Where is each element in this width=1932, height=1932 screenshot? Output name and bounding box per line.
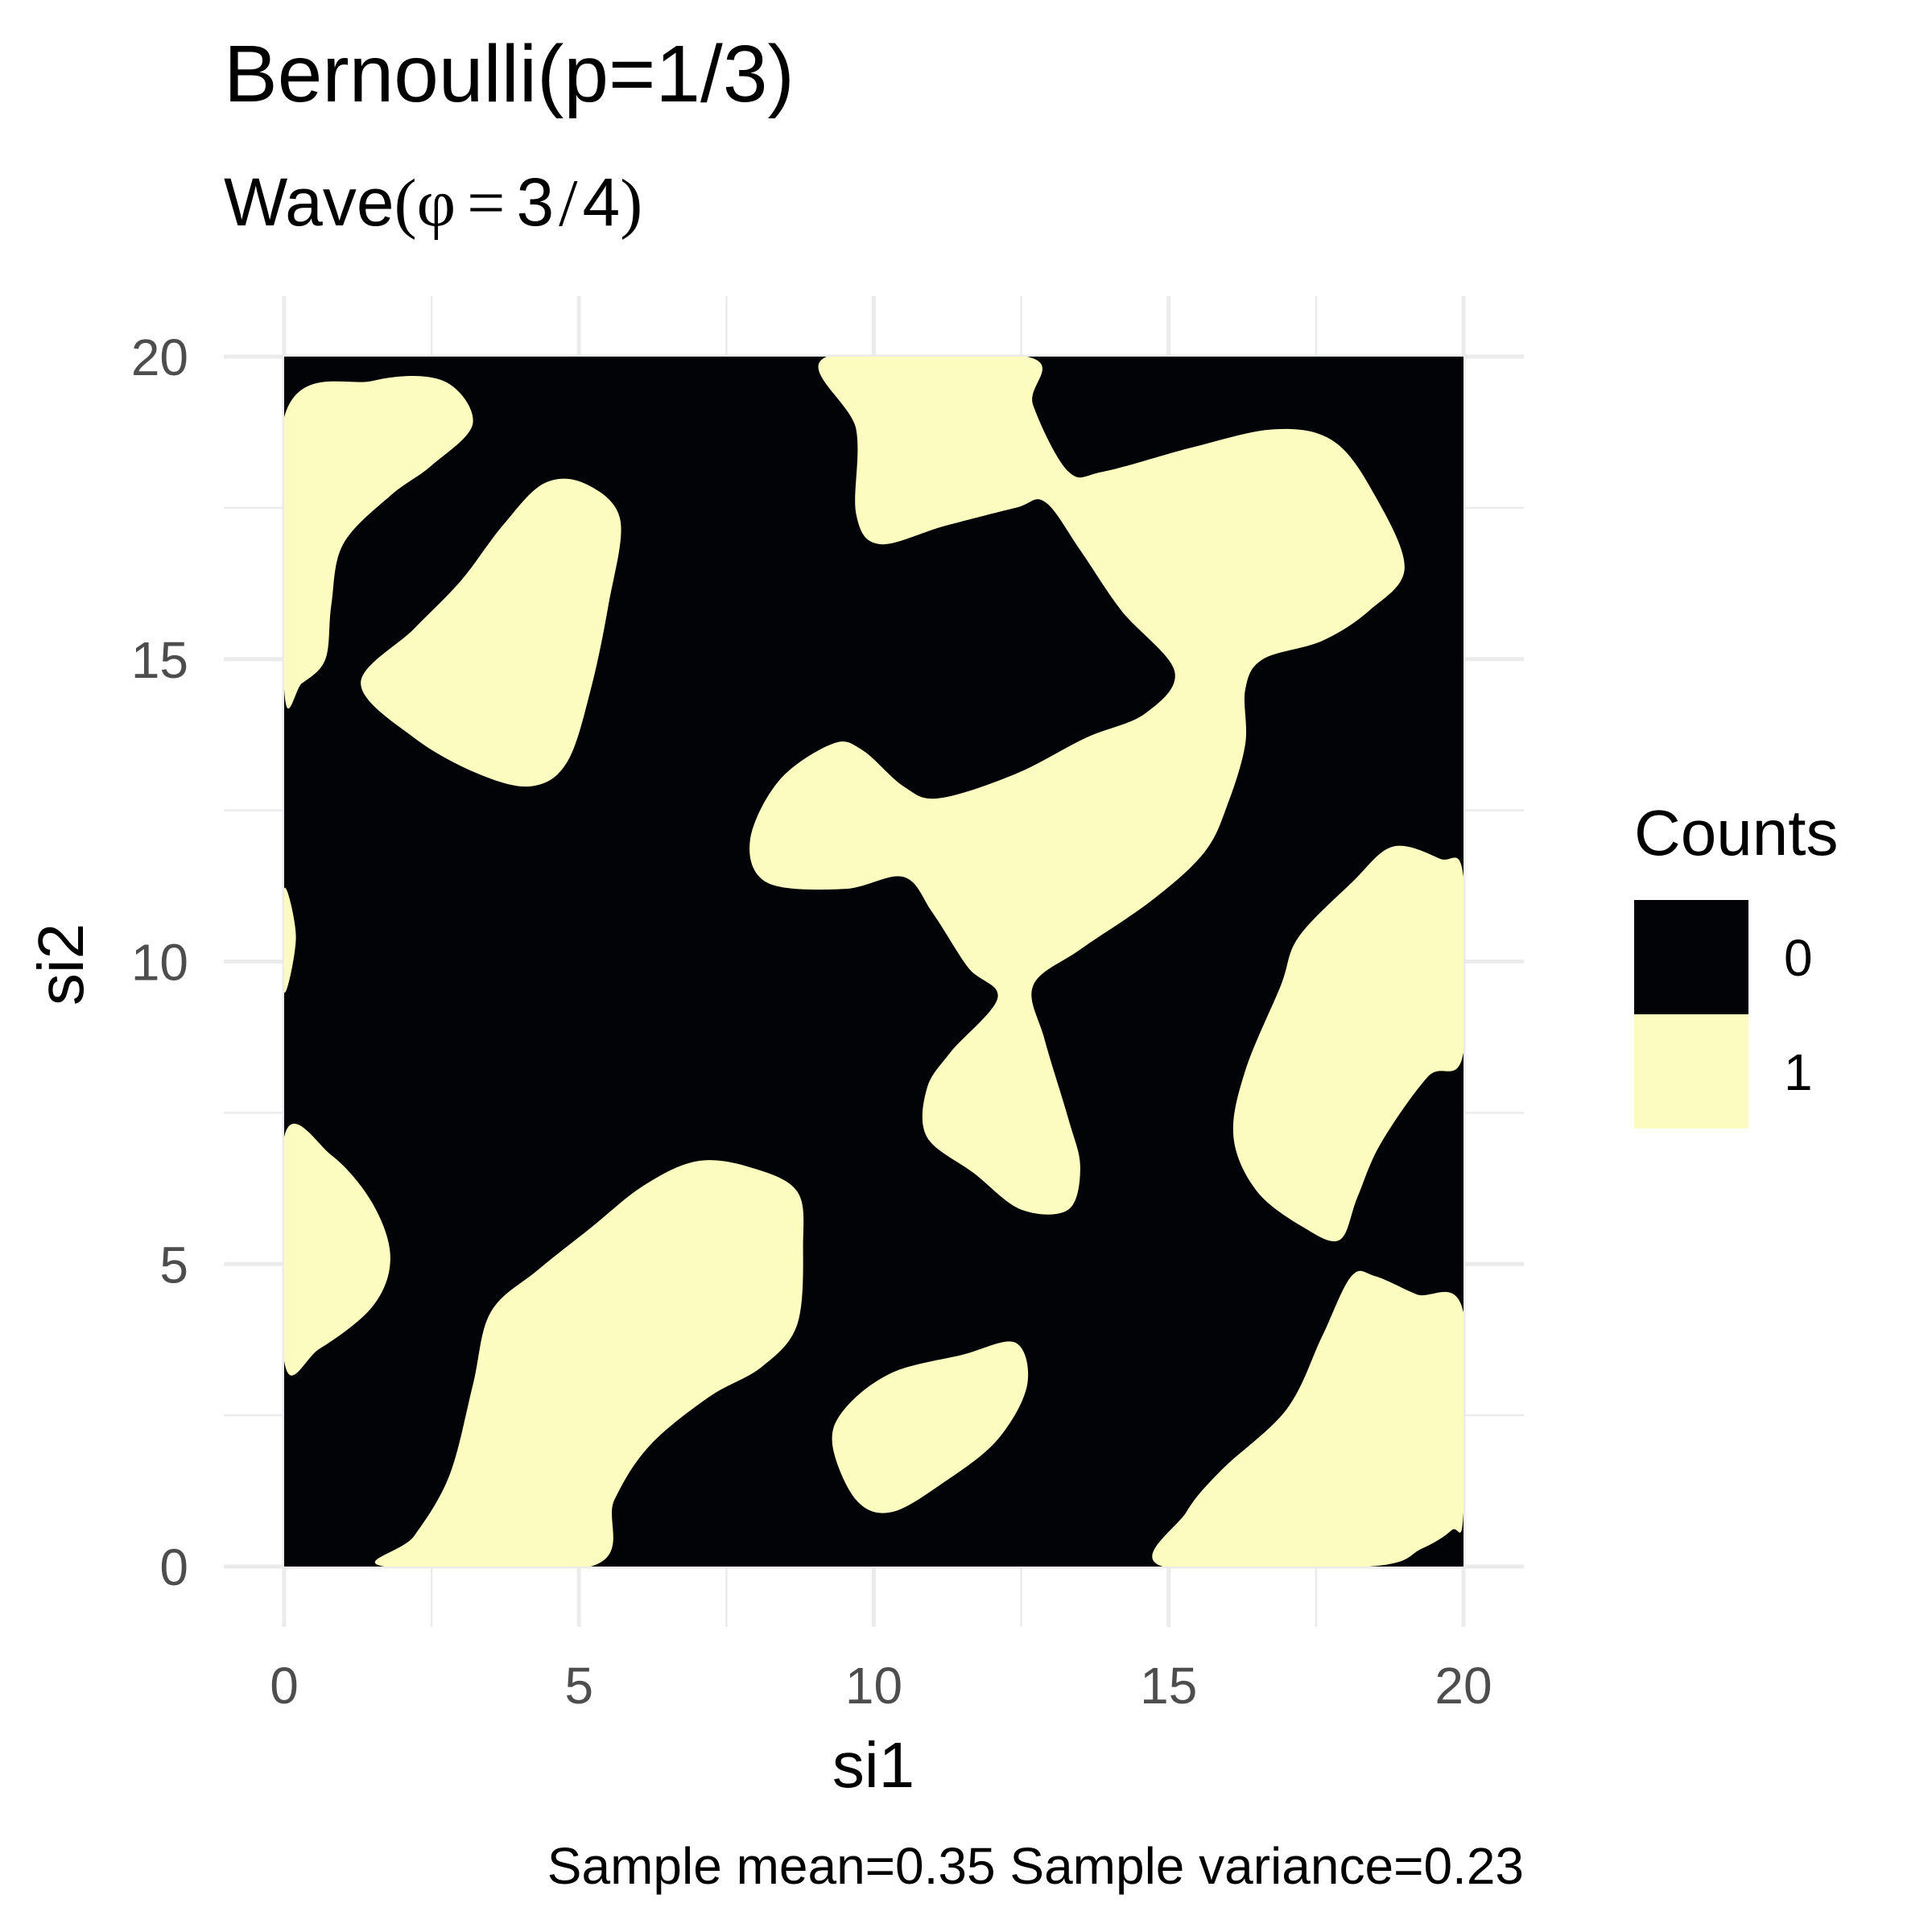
legend-title: Counts bbox=[1634, 797, 1838, 869]
subtitle-equals: = bbox=[467, 166, 505, 241]
y-tick-label: 20 bbox=[131, 328, 188, 386]
legend-label-1: 1 bbox=[1784, 1043, 1813, 1101]
chart-title: Bernoulli(p=1/3) bbox=[224, 29, 795, 119]
subtitle-phi: φ bbox=[417, 166, 456, 241]
heatmap-region-1 bbox=[284, 887, 296, 993]
x-tick-label: 0 bbox=[270, 1657, 299, 1715]
y-axis-title: si2 bbox=[25, 923, 97, 1005]
heatmap-region-1 bbox=[374, 1160, 804, 1567]
legend-key-0 bbox=[1634, 900, 1748, 1014]
subtitle-prefix: Wave bbox=[224, 164, 394, 240]
heatmap-regions bbox=[284, 357, 1463, 1567]
subtitle-open-paren: ( bbox=[394, 166, 417, 241]
x-tick-label: 5 bbox=[564, 1657, 593, 1715]
subtitle-denominator: 4 bbox=[583, 164, 621, 240]
legend: Counts 0 1 bbox=[1634, 797, 1838, 1129]
heatmap-region-1 bbox=[749, 357, 1405, 1215]
heatmap-region-1 bbox=[1152, 1270, 1463, 1567]
chart-subtitle: Wave(φ = 3/4) bbox=[224, 164, 642, 241]
subtitle-numerator: 3 bbox=[516, 164, 554, 240]
y-tick-label: 15 bbox=[131, 631, 188, 689]
subtitle-slash: / bbox=[559, 166, 578, 241]
x-axis-title: si1 bbox=[832, 1729, 914, 1801]
heatmap-region-1 bbox=[1232, 845, 1463, 1241]
heatmap-region-1 bbox=[284, 1124, 390, 1376]
heatmap-region-1 bbox=[361, 478, 621, 787]
y-tick-label: 5 bbox=[159, 1236, 188, 1294]
x-tick-label: 20 bbox=[1435, 1657, 1492, 1715]
heatmap-region-1 bbox=[284, 375, 473, 709]
x-tick-label: 15 bbox=[1140, 1657, 1197, 1715]
x-axis: 0 5 10 15 20 bbox=[270, 1657, 1492, 1715]
y-tick-label: 0 bbox=[159, 1538, 188, 1596]
subtitle-close-paren: ) bbox=[620, 166, 642, 241]
heatmap-region-1 bbox=[832, 1341, 1029, 1513]
plot-area bbox=[284, 357, 1463, 1567]
y-axis: 0 5 10 15 20 bbox=[131, 328, 188, 1596]
caption: Sample mean=0.35 Sample variance=0.23 bbox=[547, 1837, 1524, 1895]
y-tick-label: 10 bbox=[131, 934, 188, 992]
legend-key-1 bbox=[1634, 1014, 1748, 1129]
x-tick-label: 10 bbox=[845, 1657, 902, 1715]
legend-label-0: 0 bbox=[1784, 929, 1813, 987]
